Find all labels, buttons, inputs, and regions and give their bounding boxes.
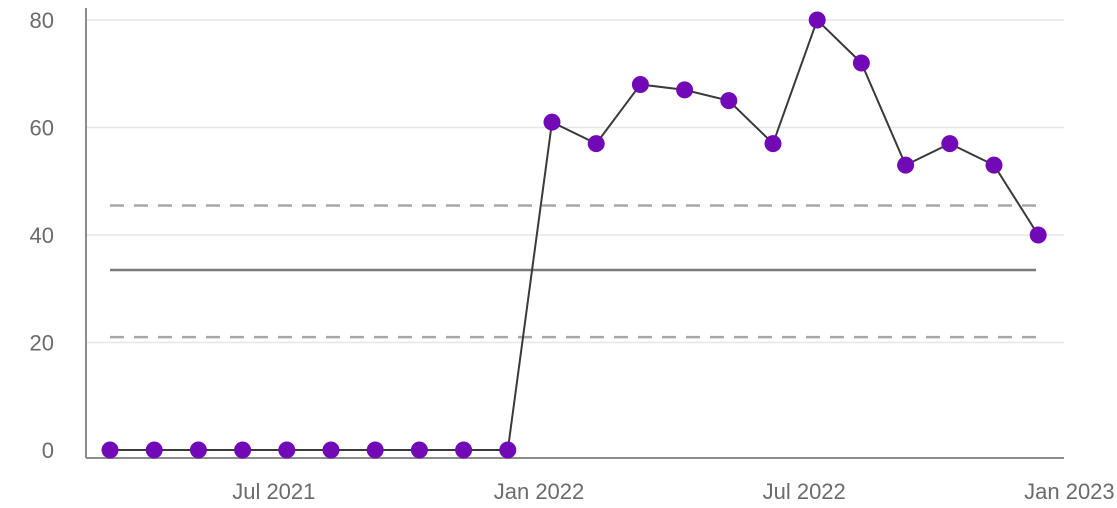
data-point bbox=[1029, 226, 1047, 244]
data-point bbox=[808, 11, 826, 29]
data-point bbox=[985, 156, 1003, 174]
axes bbox=[85, 8, 1064, 459]
reference-lines bbox=[110, 204, 1036, 339]
data-point bbox=[720, 92, 738, 110]
y-tick-label: 40 bbox=[30, 223, 54, 248]
x-tick-label: Jul 2022 bbox=[763, 479, 846, 504]
data-point bbox=[764, 135, 782, 153]
data-point bbox=[852, 54, 870, 72]
y-tick-label: 20 bbox=[30, 331, 54, 356]
data-point bbox=[101, 441, 119, 459]
x-tick-label: Jan 2022 bbox=[494, 479, 585, 504]
data-point bbox=[366, 441, 384, 459]
data-point bbox=[234, 441, 252, 459]
data-point bbox=[455, 441, 473, 459]
data-point bbox=[278, 441, 296, 459]
data-point bbox=[410, 441, 428, 459]
y-tick-label: 0 bbox=[42, 438, 54, 463]
data-point bbox=[897, 156, 915, 174]
x-tick-label: Jul 2021 bbox=[232, 479, 315, 504]
data-point bbox=[676, 81, 694, 99]
data-point bbox=[631, 76, 649, 93]
data-point bbox=[322, 441, 340, 459]
x-tick-label: Jan 2023 bbox=[1024, 479, 1115, 504]
data-point bbox=[145, 441, 163, 459]
series-layer bbox=[101, 11, 1047, 459]
y-tick-label: 60 bbox=[30, 116, 54, 141]
data-point bbox=[189, 441, 207, 459]
data-point bbox=[587, 135, 605, 153]
data-point bbox=[499, 441, 517, 459]
data-point bbox=[941, 135, 959, 153]
y-tick-label: 80 bbox=[30, 8, 54, 33]
grid-layer bbox=[86, 19, 1064, 344]
tick-labels: 0 20 40 60 80 Jul 2021 Jan 2022 Jul 2022 Jan 202… bbox=[30, 8, 1115, 504]
data-point bbox=[543, 113, 561, 131]
series-line-0 bbox=[110, 18, 1040, 451]
